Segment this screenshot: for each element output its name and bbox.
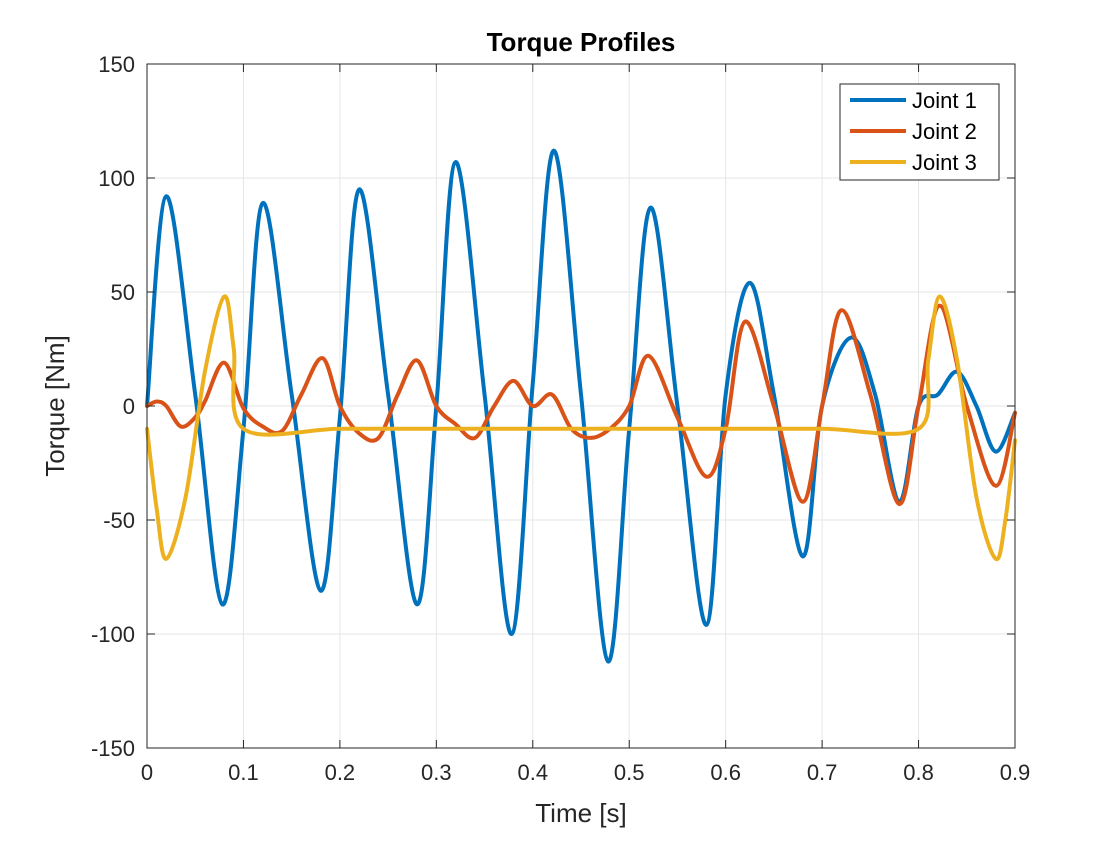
x-tick-label: 0.8: [903, 760, 934, 785]
y-tick-label: 150: [98, 52, 135, 77]
y-tick-label: -150: [91, 736, 135, 761]
x-tick-label: 0.6: [710, 760, 741, 785]
legend-label-joint-3: Joint 3: [912, 150, 977, 175]
y-tick-label: 100: [98, 166, 135, 191]
axis-ticks: 0 0.1 0.2 0.3 0.4 0.5 0.6 0.7 0.8 0.9 -150 -100 -50 0…: [91, 52, 1030, 785]
y-tick-label: 0: [123, 394, 135, 419]
y-tick-label: -100: [91, 622, 135, 647]
x-tick-label: 0.3: [421, 760, 452, 785]
x-tick-label: 0: [141, 760, 153, 785]
legend-label-joint-2: Joint 2: [912, 119, 977, 144]
legend[interactable]: Joint 1 Joint 2 Joint 3: [839, 83, 1000, 181]
y-tick-label: 50: [111, 280, 135, 305]
y-axis-label: Torque [Nm]: [40, 335, 70, 477]
series-line-joint-2: [145, 303, 1017, 507]
x-tick-label: 0.5: [614, 760, 645, 785]
x-tick-label: 0.4: [517, 760, 548, 785]
legend-label-joint-1: Joint 1: [912, 88, 977, 113]
x-axis-label: Time [s]: [535, 798, 626, 828]
chart-title: Torque Profiles: [487, 27, 676, 57]
x-tick-label: 0.2: [325, 760, 356, 785]
x-tick-label: 0.7: [807, 760, 838, 785]
series-line-joint-3: [145, 294, 1017, 561]
x-tick-label: 0.1: [228, 760, 259, 785]
x-tick-label: 0.9: [1000, 760, 1031, 785]
series-lines: [145, 148, 1017, 664]
y-tick-label: -50: [103, 508, 135, 533]
legend-items: Joint 1 Joint 2 Joint 3: [850, 88, 977, 175]
